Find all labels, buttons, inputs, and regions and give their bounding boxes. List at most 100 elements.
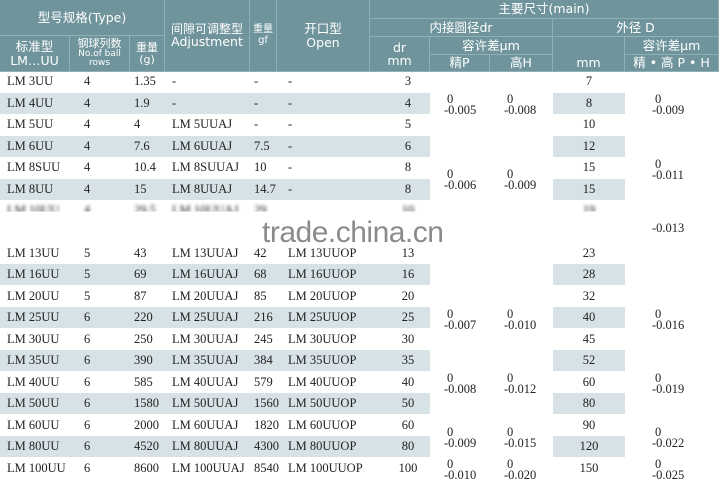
cell-dr: 6	[404, 138, 412, 153]
tolerance-tol_d: -0.013	[652, 222, 684, 235]
header-ph: 精 • 高 P • H	[625, 55, 719, 72]
cell-dr: 25	[401, 310, 415, 325]
tolerance-tol_h: 0 -0.012	[504, 372, 537, 397]
cell-open: LM 30UUOP	[288, 331, 357, 346]
p-label: 精P	[449, 55, 470, 71]
tolerance-tol_d: 0 -0.022	[652, 426, 684, 450]
cell-w: 220	[134, 310, 153, 325]
cell-w: 15	[134, 181, 147, 196]
rows-en: No.of ball rows	[78, 48, 121, 69]
cell-w: 43	[134, 246, 147, 260]
cell-adj: LM 8UUAJ	[172, 181, 233, 196]
tolerance-upper: 0	[655, 156, 662, 171]
cell-std: LM 20UU	[7, 288, 60, 303]
cell-adj: -	[172, 74, 177, 88]
cell-d: 60	[582, 374, 596, 389]
cell-w: 69	[134, 267, 147, 282]
header-weight: 重量 (g)	[130, 36, 165, 72]
tolerance-lower: -0.010	[504, 317, 537, 332]
cell-adj: LM 13UUAJ	[172, 246, 239, 260]
tolerance-tol_p: 0 -0.009	[444, 426, 476, 450]
table-row: LM 6UU 4 7.6 LM 6UUAJ 7.5 - 6 12	[0, 136, 719, 157]
cell-balls: 6	[84, 396, 91, 411]
cell-adj: -	[172, 95, 177, 110]
cell-balls: 6	[84, 460, 91, 475]
cell-gf: 14.7	[254, 181, 276, 196]
d-shade	[553, 307, 625, 329]
inner-label: 内接圆径dr	[429, 19, 493, 35]
tolerance-upper: 0	[655, 92, 662, 106]
cell-w: 7.6	[134, 138, 150, 153]
row-shade	[0, 92, 430, 114]
tolerance-upper: 0	[507, 457, 514, 471]
cell-dr: 3	[404, 74, 412, 88]
tol1-label: 容许差μm	[462, 37, 520, 53]
cell-gf: 10	[254, 160, 267, 174]
cell-dr: 100	[398, 460, 418, 475]
tolerance-tol_h: 0 -0.009	[504, 168, 537, 193]
dr-label: dr	[392, 39, 407, 55]
cell-w: 585	[134, 374, 153, 389]
table-row: LM 20UU 5 87 LM 20UUAJ 85 LM 20UUOP 20 32	[0, 286, 719, 307]
cell-balls: 5	[84, 267, 91, 282]
table-row: LM 40UU 6 585 LM 40UUAJ 579 LM 40UUOP 40 60	[0, 372, 719, 393]
table-row: LM 16UU 5 69 LM 16UUAJ 68 LM 16UUOP 16 28	[0, 264, 719, 285]
header-ball-rows: 钢球列数 No.of ball rows	[70, 36, 130, 72]
open-cn: 开口型	[304, 21, 342, 37]
cell-balls: 5	[84, 288, 91, 303]
cell-gf: 245	[254, 331, 273, 346]
d-shade	[553, 178, 625, 200]
weight-cn: 重量	[136, 40, 158, 54]
cell-dr: 8	[404, 160, 412, 174]
tolerance-upper: 0	[655, 371, 662, 386]
cell-balls: 4	[84, 95, 91, 110]
cell-balls: 4	[84, 117, 91, 131]
cell-open: LM 40UUOP	[288, 374, 357, 389]
tolerance-upper: 0	[447, 306, 454, 321]
cell-gf: 216	[254, 310, 273, 325]
cell-std: LM 4UU	[7, 95, 54, 110]
cell-std: LM 40UU	[7, 374, 60, 389]
tolerance-tol_p: 0 -0.006	[444, 167, 477, 193]
cell-gf: 4300	[254, 439, 279, 454]
cell-adj: LM 60UUAJ	[172, 417, 239, 432]
cell-dr: 35	[401, 353, 415, 368]
cell-w: 390	[134, 353, 153, 368]
tolerance-tol_h: 0 -0.008	[504, 93, 536, 117]
tolerance-lower: -0.012	[504, 382, 537, 397]
cell-std: LM 6UU	[7, 138, 54, 153]
cell-balls: 5	[84, 246, 91, 260]
cell-std: LM 35UU	[7, 353, 60, 368]
cell-dr: 50	[401, 396, 415, 411]
header-type: 型号规格(Type)	[0, 0, 165, 36]
cell-dr: 30	[401, 331, 415, 346]
table-row: LM 5UU 4 4 LM 5UUAJ - - 5 10	[0, 114, 719, 135]
tolerance-tol_d: 0 -0.011	[652, 156, 684, 181]
cell-open: LM 35UUOP	[288, 353, 357, 368]
tolerance-upper: 0	[507, 306, 514, 321]
tolerance-lower: -0.009	[504, 178, 537, 193]
cell-adj: LM 6UUAJ	[172, 138, 233, 153]
cell-std: LM 16UU	[7, 267, 60, 282]
tolerance-lower: -0.005	[444, 103, 477, 117]
cell-dr: 10	[401, 203, 415, 217]
tolerance-lower: -0.009	[652, 103, 685, 117]
cell-std: LM 60UU	[7, 417, 60, 432]
cell-adj: LM 35UUAJ	[172, 353, 239, 368]
cell-dr: 13	[401, 246, 415, 260]
cell-w: 1.35	[134, 74, 156, 88]
cell-adj: LM 5UUAJ	[172, 117, 233, 131]
tolerance-upper: 0	[447, 167, 454, 182]
header-adjustment: 间隙可调整型 Adjustment	[165, 0, 250, 72]
cell-gf: 1560	[254, 396, 279, 411]
tolerance-lower: -0.007	[444, 317, 477, 332]
cell-gf: 85	[254, 288, 267, 303]
tolerance-lower: -0.006	[444, 178, 477, 193]
tolerance-upper: 0	[655, 306, 662, 321]
cell-gf: 7.5	[254, 138, 270, 153]
adj-weight-unit: gf	[258, 34, 268, 46]
cell-gf: 42	[254, 246, 267, 260]
table-row: LM 35UU 6 390 LM 35UUAJ 384 LM 35UUOP 35 52	[0, 350, 719, 371]
cell-w: 4520	[134, 439, 159, 454]
cell-d: 15	[582, 160, 596, 174]
